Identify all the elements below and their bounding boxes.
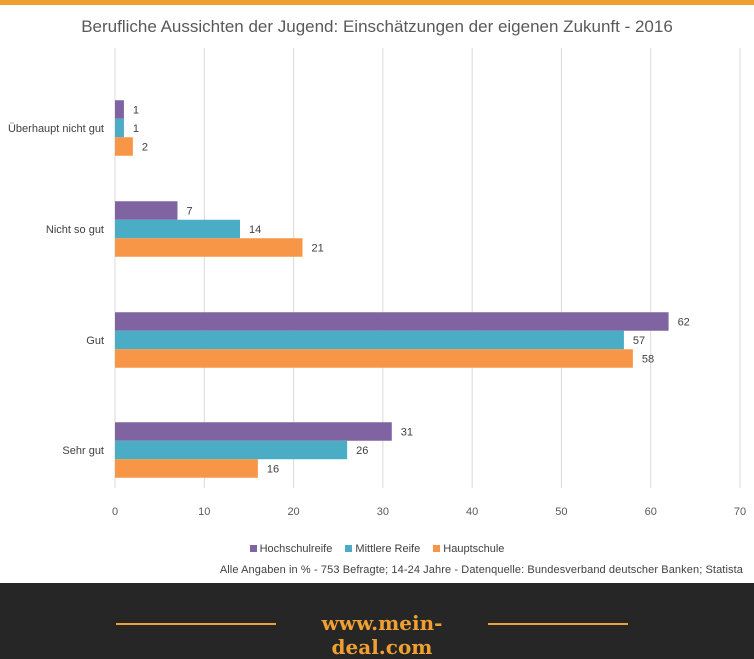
legend-item-mittlere-reife: Mittlere Reife: [345, 543, 420, 555]
bar: [115, 349, 633, 368]
footer-divider-left: [116, 623, 276, 625]
data-label: 1: [133, 105, 139, 117]
bar: [115, 422, 392, 441]
data-label: 58: [642, 354, 654, 366]
category-label: Nicht so gut: [46, 224, 104, 236]
x-tick-label: 10: [198, 506, 210, 518]
bar: [115, 201, 178, 220]
data-label: 1: [133, 123, 139, 135]
category-label: Gut: [86, 335, 104, 347]
x-tick-label: 40: [466, 506, 478, 518]
data-label: 16: [267, 464, 279, 476]
x-tick-label: 0: [112, 506, 118, 518]
legend-item-hochschulreife: Hochschulreife: [249, 543, 333, 555]
source-note: Alle Angaben in % - 753 Befragte; 14-24 …: [219, 564, 743, 576]
data-label: 14: [249, 224, 261, 236]
x-tick-label: 70: [734, 506, 746, 518]
footer-banner: www.mein-deal.com: [0, 583, 754, 659]
bar: [115, 238, 303, 257]
data-label: 7: [187, 206, 193, 218]
bar: [115, 440, 348, 460]
data-label: 57: [633, 335, 645, 347]
bar: [115, 312, 669, 331]
bar: [115, 219, 240, 239]
data-label: 31: [401, 427, 413, 439]
legend-label: Mittlere Reife: [355, 543, 421, 555]
x-tick-label: 50: [555, 506, 567, 518]
legend-swatch: [433, 545, 441, 552]
bar: [115, 118, 124, 138]
bar: [115, 459, 258, 478]
bar: [115, 330, 624, 350]
top-accent-bar: [0, 0, 754, 5]
data-label: 2: [142, 142, 148, 154]
data-label: 26: [356, 445, 368, 457]
data-label: 21: [312, 243, 324, 255]
bar: [115, 100, 124, 119]
bar: [115, 137, 133, 156]
chart-legend: Hochschulreife Mittlere Reife Hauptschul…: [0, 543, 754, 555]
data-label: 62: [678, 317, 690, 329]
chart-title: Berufliche Aussichten der Jugend: Einsch…: [81, 17, 673, 36]
footer-url-link[interactable]: www.mein-deal.com: [321, 611, 443, 659]
category-label: Sehr gut: [62, 445, 104, 457]
legend-label: Hauptschule: [443, 543, 505, 555]
legend-swatch: [249, 545, 257, 552]
footer-divider-right: [488, 623, 628, 625]
category-label: Überhaupt nicht gut: [8, 123, 104, 135]
x-tick-label: 30: [377, 506, 389, 518]
legend-item-hauptschule: Hauptschule: [433, 543, 504, 555]
x-tick-label: 20: [287, 506, 299, 518]
legend-swatch: [345, 545, 353, 552]
x-tick-label: 60: [645, 506, 657, 518]
legend-label: Hochschulreife: [259, 543, 333, 555]
